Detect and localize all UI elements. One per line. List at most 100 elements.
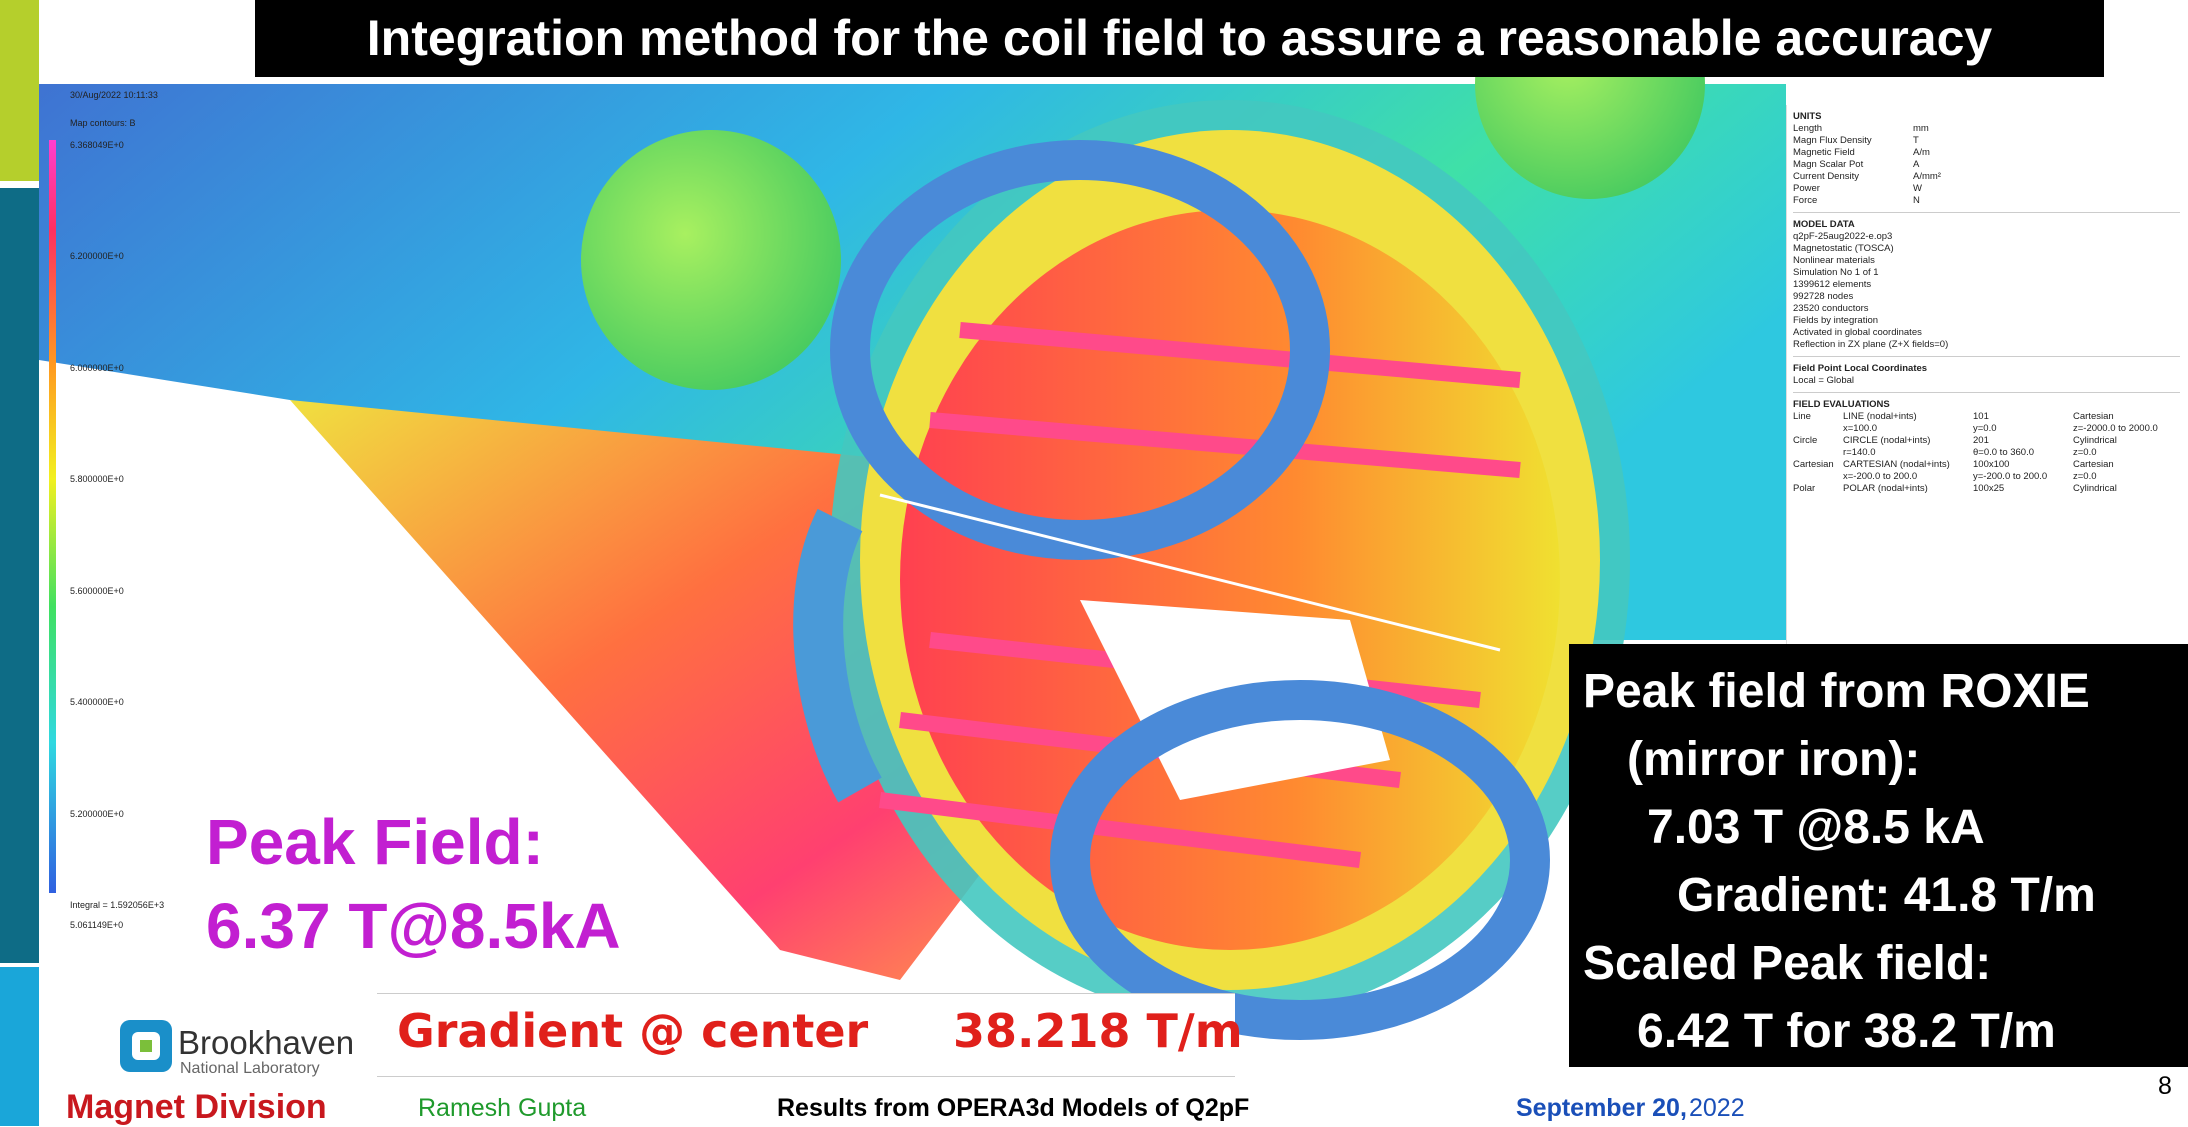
gradient-value: 38.218 T/m (953, 1004, 1243, 1058)
eval-cell: Polar (1793, 483, 1843, 495)
eval-cell: y=-200.0 to 200.0 (1973, 471, 2073, 483)
unit-cell: T (1913, 135, 1919, 147)
model-line: Fields by integration (1793, 315, 2180, 327)
local-text: Local = Global (1793, 375, 2180, 387)
eval-cell: θ=0.0 to 360.0 (1973, 447, 2073, 459)
eval-cell: y=0.0 (1973, 423, 2073, 435)
roxie-line: Peak field from ROXIE (1569, 658, 2188, 726)
eval-cell: z=0.0 (2073, 471, 2173, 483)
slide-title: Integration method for the coil field to… (255, 0, 2104, 77)
unit-cell: Magn Flux Density (1793, 135, 1913, 147)
model-heading: MODEL DATA (1793, 219, 2180, 231)
logo-sub: National Laboratory (180, 1060, 320, 1078)
timestamp: 30/Aug/2022 10:11:33 (70, 90, 158, 100)
roxie-box: Peak field from ROXIE(mirror iron):7.03 … (1569, 644, 2188, 1067)
legend-label: 5.061149E+0 (70, 920, 123, 930)
date: September 20, (1516, 1094, 1687, 1123)
roxie-line: Scaled Peak field: (1569, 930, 2188, 998)
unit-cell: Length (1793, 123, 1913, 135)
legend-heading: Map contours: B (70, 118, 136, 128)
eval-cell: Cartesian (2073, 411, 2173, 423)
unit-cell: A/mm² (1913, 171, 1941, 183)
legend-label: 5.800000E+0 (70, 474, 124, 484)
peak-line: Peak Field: (206, 800, 621, 884)
eval-cell: z=0.0 (2073, 447, 2173, 459)
unit-cell: A (1913, 159, 1919, 171)
eval-cell: Cartesian (2073, 459, 2173, 471)
logo-name: Brookhaven (178, 1024, 354, 1062)
roxie-line: Gradient: 41.8 T/m (1569, 862, 2188, 930)
peak-field: Peak Field: 6.37 T@8.5kA (206, 800, 621, 968)
eval-cell: z=-2000.0 to 2000.0 (2073, 423, 2173, 435)
page-number: 8 (2158, 1072, 2172, 1101)
model-line: q2pF-25aug2022-e.op3 (1793, 231, 2180, 243)
eval-cell: x=-200.0 to 200.0 (1843, 471, 1973, 483)
model-line: 23520 conductors (1793, 303, 2180, 315)
model-line: Nonlinear materials (1793, 255, 2180, 267)
unit-cell: Power (1793, 183, 1913, 195)
legend-label: 6.000000E+0 (70, 363, 124, 373)
eval-cell: Cylindrical (2073, 435, 2173, 447)
roxie-line: 7.03 T @8.5 kA (1569, 794, 2188, 862)
model-line: 992728 nodes (1793, 291, 2180, 303)
units-heading: UNITS (1793, 111, 2180, 123)
date-year: 2022 (1689, 1094, 1745, 1123)
subject: Results from OPERA3d Models of Q2pF (777, 1094, 1249, 1123)
roxie-line: 6.42 T for 38.2 T/m (1569, 998, 2188, 1066)
eval-cell: POLAR (nodal+ints) (1843, 483, 1973, 495)
integral: Integral = 1.592056E+3 (70, 900, 164, 910)
unit-cell: W (1913, 183, 1922, 195)
eval-cell: CIRCLE (nodal+ints) (1843, 435, 1973, 447)
eval-cell (1793, 447, 1843, 459)
model-line: Activated in global coordinates (1793, 327, 2180, 339)
unit-cell: Magnetic Field (1793, 147, 1913, 159)
unit-cell: Current Density (1793, 171, 1913, 183)
legend-label: 5.200000E+0 (70, 809, 124, 819)
author: Ramesh Gupta (418, 1094, 586, 1123)
eval-cell (1793, 471, 1843, 483)
unit-cell: Magn Scalar Pot (1793, 159, 1913, 171)
eval-cell: Circle (1793, 435, 1843, 447)
legend-label: 5.600000E+0 (70, 586, 124, 596)
eval-cell: Line (1793, 411, 1843, 423)
peak-line: 6.37 T@8.5kA (206, 884, 621, 968)
legend-label: 5.400000E+0 (70, 697, 124, 707)
model-line: 1399612 elements (1793, 279, 2180, 291)
eval-cell: 101 (1973, 411, 2073, 423)
eval-cell (1793, 423, 1843, 435)
unit-cell: N (1913, 195, 1920, 207)
division: Magnet Division (66, 1088, 327, 1127)
slide: Integration method for the coil field to… (0, 0, 2188, 1126)
eval-cell: Cartesian (1793, 459, 1843, 471)
gradient-label: Gradient @ center (397, 1004, 868, 1058)
local-heading: Field Point Local Coordinates (1793, 363, 2180, 375)
eval-cell: LINE (nodal+ints) (1843, 411, 1973, 423)
eval-cell: r=140.0 (1843, 447, 1973, 459)
unit-cell: Force (1793, 195, 1913, 207)
model-line: Simulation No 1 of 1 (1793, 267, 2180, 279)
eval-cell: Cylindrical (2073, 483, 2173, 495)
unit-cell: mm (1913, 123, 1929, 135)
eval-cell: 100x25 (1973, 483, 2073, 495)
legend-label: 6.368049E+0 (70, 140, 124, 150)
roxie-line: (mirror iron): (1569, 726, 2188, 794)
gradient-table: Gradient @ center 38.218 T/m (377, 993, 1235, 1077)
unit-cell: A/m (1913, 147, 1930, 159)
eval-cell: 201 (1973, 435, 2073, 447)
